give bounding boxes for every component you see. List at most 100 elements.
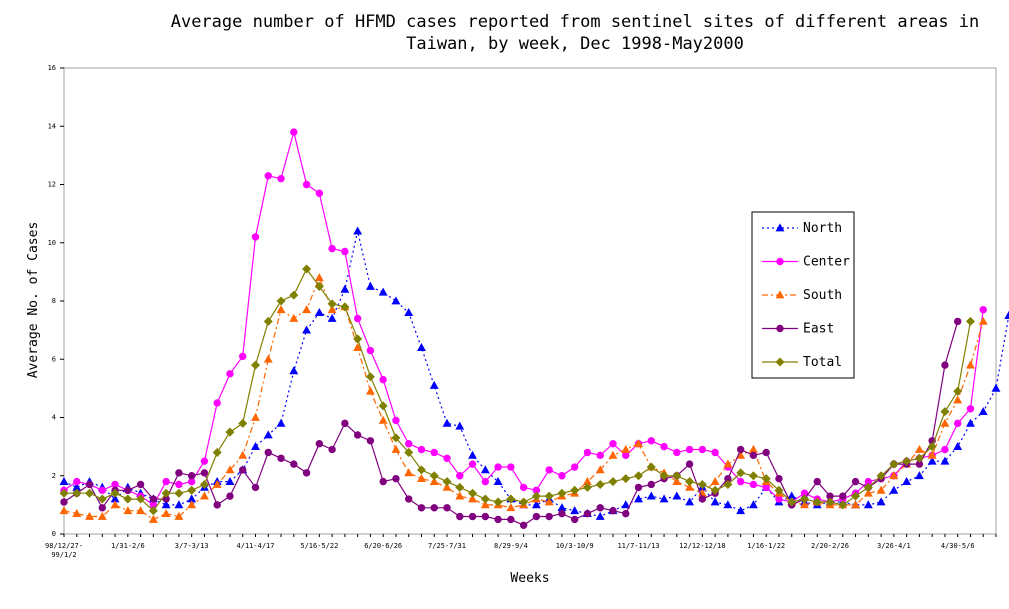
data-point-total: [965, 316, 975, 326]
data-point-east: [430, 504, 438, 512]
data-point-north: [276, 418, 286, 427]
data-point-total: [85, 488, 95, 498]
data-point-total: [544, 491, 554, 501]
data-point-north: [927, 456, 937, 465]
data-point-center: [558, 472, 566, 480]
data-point-east: [519, 521, 528, 529]
data-point-north: [314, 308, 324, 317]
data-point-east: [775, 474, 783, 483]
data-point-north: [966, 418, 975, 427]
data-point-north: [876, 497, 886, 506]
data-point-total: [493, 497, 503, 507]
data-point-total: [736, 468, 746, 478]
data-point-east: [596, 504, 604, 512]
data-point-south: [289, 313, 299, 322]
data-point-north: [570, 506, 580, 515]
data-point-south: [876, 485, 886, 494]
data-point-south: [365, 386, 375, 395]
data-point-south: [110, 500, 120, 509]
data-point-north: [953, 441, 963, 451]
data-point-south: [723, 459, 733, 468]
data-point-total: [59, 488, 69, 498]
data-point-total: [774, 485, 784, 495]
data-point-south: [480, 500, 490, 509]
data-point-total: [263, 316, 273, 326]
data-point-south: [634, 439, 643, 448]
data-point-center: [545, 466, 553, 474]
data-point-south: [889, 471, 899, 480]
data-point-center: [596, 451, 604, 460]
data-point-total: [148, 506, 158, 516]
data-point-center: [200, 457, 209, 465]
data-point-east: [392, 474, 400, 483]
data-point-total: [442, 477, 452, 487]
data-point-center: [481, 477, 490, 486]
y-tick-label: 2: [52, 472, 56, 480]
data-point-center: [315, 189, 324, 197]
data-point-total: [799, 494, 810, 504]
data-point-total: [787, 497, 797, 507]
data-point-south: [940, 418, 950, 427]
x-tick-label: 99/1/2: [51, 551, 76, 559]
data-point-center: [443, 454, 451, 462]
data-point-total: [199, 479, 209, 489]
data-point-east: [302, 469, 311, 477]
data-point-center: [226, 370, 234, 378]
data-point-north: [710, 497, 720, 506]
data-point-east: [85, 480, 94, 489]
data-point-north: [914, 471, 924, 480]
data-point-total: [225, 427, 235, 437]
data-point-center: [392, 416, 400, 425]
legend-label-center: Center: [803, 255, 850, 270]
data-point-total: [212, 447, 222, 457]
data-point-north: [442, 418, 452, 427]
data-point-total: [595, 479, 605, 489]
data-point-south: [672, 476, 682, 485]
data-point-south: [314, 273, 324, 282]
data-point-north: [748, 500, 758, 509]
data-point-south: [212, 479, 222, 488]
data-point-total: [455, 482, 465, 492]
data-point-total: [761, 474, 771, 484]
data-point-east: [405, 495, 413, 503]
data-point-north: [225, 476, 235, 485]
x-tick-label: 4/30-5/6: [941, 542, 975, 550]
data-point-east: [239, 466, 247, 474]
data-point-south: [621, 444, 631, 453]
data-point-north: [723, 500, 733, 509]
legend-label-south: South: [803, 288, 842, 303]
legend: North Center South East Total: [751, 211, 855, 379]
data-point-total: [123, 494, 133, 504]
data-point-north: [174, 500, 184, 509]
data-point-total: [136, 494, 146, 504]
data-point-total: [250, 360, 261, 370]
y-tick-label: 0: [52, 530, 56, 538]
data-point-south: [914, 444, 924, 453]
data-point-center: [749, 480, 758, 489]
data-point-north: [634, 494, 643, 503]
legend-marker-south: [775, 290, 785, 299]
x-axis-title: Weeks: [510, 571, 549, 586]
data-point-total: [365, 372, 375, 382]
data-point-south: [85, 511, 94, 520]
data-point-center: [673, 448, 681, 457]
data-point-north: [685, 497, 695, 506]
data-point-center: [622, 451, 630, 460]
data-point-total: [468, 488, 478, 498]
data-point-east: [839, 492, 847, 500]
data-point-east: [851, 477, 860, 486]
data-point-south: [863, 488, 873, 497]
data-point-north: [429, 380, 439, 389]
data-point-center: [953, 419, 962, 428]
data-point-east: [315, 440, 324, 448]
data-point-total: [314, 281, 324, 291]
data-point-south: [417, 474, 426, 483]
data-point-north: [59, 476, 69, 485]
data-point-center: [647, 437, 655, 445]
data-point-east: [264, 448, 272, 457]
data-point-south: [59, 506, 69, 515]
x-tick-label: 5/16-5/22: [300, 542, 338, 550]
data-point-total: [927, 442, 937, 452]
data-point-center: [264, 172, 272, 180]
data-point-east: [290, 460, 298, 468]
